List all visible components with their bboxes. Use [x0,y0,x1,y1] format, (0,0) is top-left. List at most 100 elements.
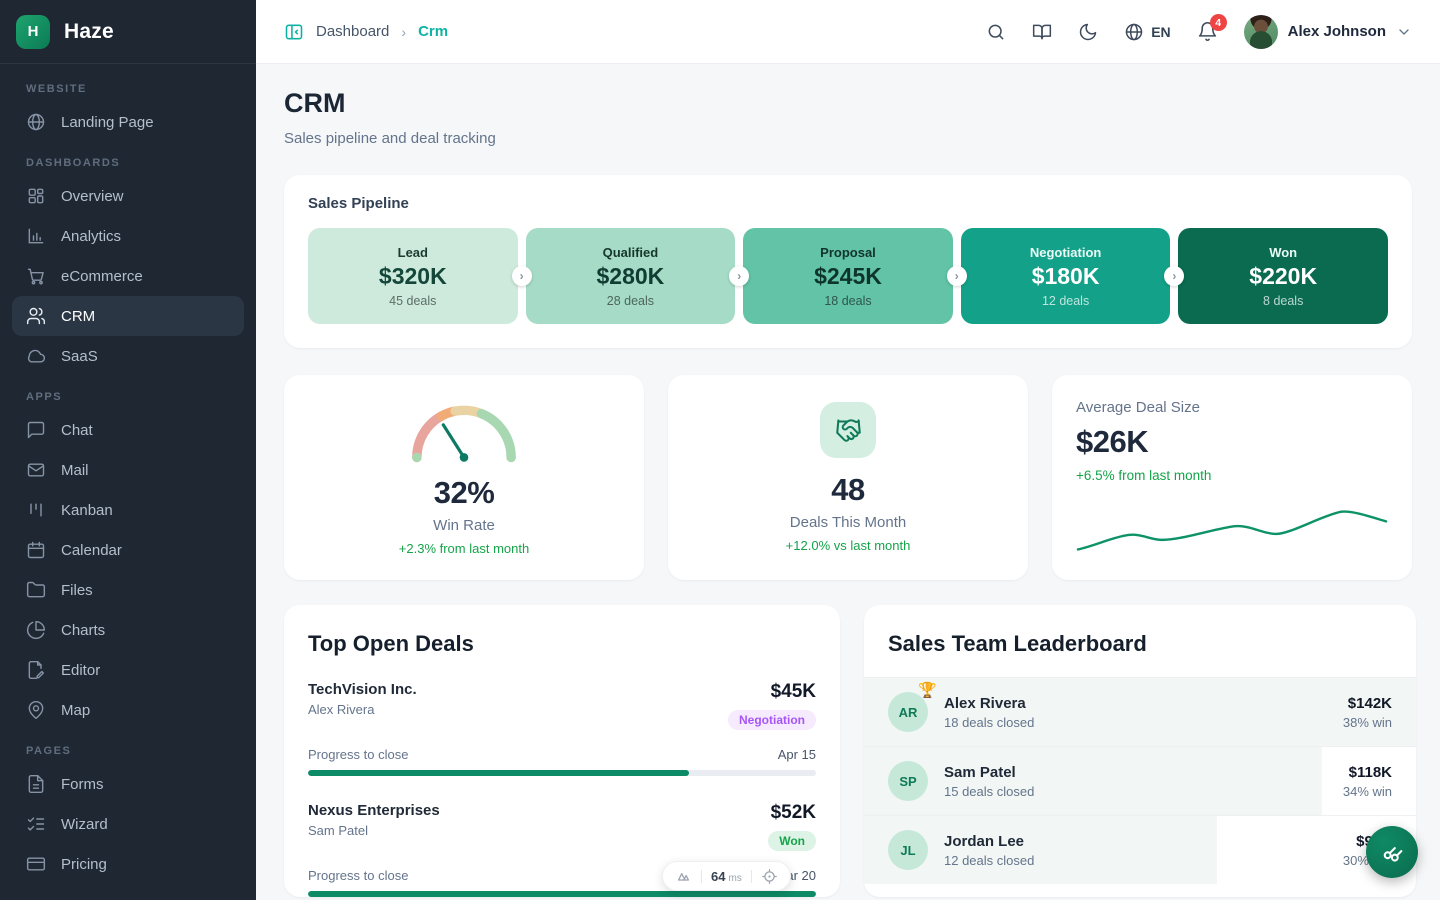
performance-monitor-pill[interactable]: 64 ms [662,861,791,891]
render-time-value: 64 ms [711,868,742,884]
sidebar-item-crm[interactable]: CRM [12,296,244,336]
breadcrumb-dashboard[interactable]: Dashboard [316,23,390,40]
sidebar-item-label: Calendar [61,541,122,559]
render-time-unit: ms [728,872,742,884]
stage-deals: 8 deals [1263,293,1304,308]
sidebar-item-calendar[interactable]: Calendar [12,530,244,570]
chevron-right-icon: › [946,266,967,286]
bar-chart-icon [28,228,44,244]
kanban-icon [30,503,42,517]
win-rate-delta: +2.3% from last month [398,541,530,556]
pipeline-stage-negotiation[interactable]: Negotiation $180K 12 deals › [960,228,1185,324]
sidebar-item-files[interactable]: Files [12,570,244,610]
globe-icon [1125,23,1143,40]
docs-book-icon[interactable] [1032,22,1052,42]
progress-label: Progress to close [308,868,409,883]
sidebar-item-ecommerce[interactable]: eCommerce [12,256,244,296]
pipeline-stage-won[interactable]: Won $220K 8 deals [1178,228,1388,324]
leaderboard-row[interactable]: AR 🏆 Alex Rivera 18 deals closed $142K 3… [864,677,1416,746]
sidebar-item-forms[interactable]: Forms [12,764,244,804]
pipeline-stage-lead[interactable]: Lead $320K 45 deals › [308,228,532,324]
deal-owner: Alex Rivera [308,702,375,717]
user-name: Alex Johnson [1287,23,1386,40]
chevron-right-icon: › [1164,266,1185,286]
notifications-bell-icon[interactable]: 4 [1197,14,1227,42]
sidebar-item-label: Forms [61,775,104,793]
locate-target-icon[interactable] [761,868,778,885]
sidebar-item-analytics[interactable]: Analytics [12,216,244,256]
sidebar: H Haze WEBSITE Landing Page DASHBOARDS O… [0,0,256,900]
search-icon[interactable] [986,22,1006,42]
stage-deals: 45 deals [389,293,437,308]
avatar: AR [888,692,928,732]
progress-bar-fill [308,770,689,776]
progress-label: Progress to close [308,747,409,762]
nav-section-apps: APPS [26,391,63,403]
breadcrumb-separator-icon: › [401,23,407,40]
sidebar-item-label: Kanban [61,501,113,519]
leaderboard-row[interactable]: SP Sam Patel 15 deals closed $118K 34% w… [864,746,1416,815]
top-open-deals-panel: Top Open Deals TechVision Inc. Alex Rive… [284,605,840,897]
sidebar-item-saas[interactable]: SaaS [12,336,244,376]
stage-label: Negotiation [1029,244,1102,260]
avg-deal-value: $26K [1076,424,1149,459]
stage-label: Qualified [602,244,659,260]
language-selector[interactable]: EN [1124,22,1171,42]
notification-badge: 4 [1209,14,1227,31]
main-area: Dashboard › Crm EN 4 Al [256,0,1440,900]
leaderboard-title: Sales Team Leaderboard [888,631,1147,656]
pipeline-stage-proposal[interactable]: Proposal $245K 18 deals › [743,228,967,324]
nav-section-dashboards: DASHBOARDS [26,157,121,169]
sidebar-item-charts[interactable]: Charts [12,610,244,650]
sidebar-item-label: Overview [61,187,124,205]
sidebar-item-label: Map [61,701,91,719]
shopping-cart-icon [27,268,44,285]
leaderboard-row[interactable]: JL Jordan Lee 12 deals closed $95K 30% w… [864,815,1416,884]
stats-row: 32% Win Rate +2.3% from last month 48 De… [284,375,1412,580]
devtools-keys-icon [1383,847,1403,862]
sidebar-item-mail[interactable]: Mail [12,450,244,490]
stage-value: $220K [1249,262,1318,289]
divider [750,869,752,883]
pipeline-stage-qualified[interactable]: Qualified $280K 28 deals › [525,228,750,324]
progress-bar [308,891,816,897]
deal-item[interactable]: Nexus Enterprises Sam Patel $52K Won Pro… [284,784,840,897]
deal-value: $45K [770,681,816,702]
sidebar-toggle-icon[interactable] [284,22,304,42]
devtools-fab-button[interactable] [1366,826,1418,878]
pipeline-stages: Lead $320K 45 deals › Qualified $280K 28… [308,228,1388,324]
user-menu[interactable]: Alex Johnson [1243,14,1412,49]
deals-month-label: Deals This Month [789,514,907,531]
sidebar-item-overview[interactable]: Overview [12,176,244,216]
stage-deals: 12 deals [1041,293,1090,308]
sidebar-item-editor[interactable]: Editor [12,650,244,690]
rep-deals-closed: 18 deals closed [944,714,1035,730]
nav-section-website: WEBSITE [26,83,87,95]
sidebar-item-chat[interactable]: Chat [12,410,244,450]
sidebar-item-map[interactable]: Map [12,690,244,730]
sidebar-item-landing-page[interactable]: Landing Page [12,102,244,142]
brand: H Haze [0,0,256,64]
nav-section-pages: PAGES [26,745,72,757]
sidebar-item-kanban[interactable]: Kanban [12,490,244,530]
topbar-actions: EN 4 Alex Johnson [986,14,1412,49]
sidebar-item-label: Chat [61,421,93,439]
stage-label: Proposal [820,244,876,260]
rep-win-rate: 34% win [1342,783,1392,799]
divider [701,869,702,883]
leaderboard-panel: Sales Team Leaderboard AR 🏆 Alex Rivera … [864,605,1416,897]
win-rate-needle [441,423,469,462]
deal-item[interactable]: TechVision Inc. Alex Rivera $45K Negotia… [284,663,840,776]
topbar: Dashboard › Crm EN 4 Al [256,0,1440,64]
rep-value: $118K [1348,763,1392,781]
rep-name: Sam Patel [944,763,1016,781]
dark-mode-moon-icon[interactable] [1078,22,1098,42]
sidebar-item-wizard[interactable]: Wizard [12,804,244,844]
cloud-icon [27,349,46,363]
deal-due-date: Apr 15 [777,747,816,762]
leaderboard-rows: AR 🏆 Alex Rivera 18 deals closed $142K 3… [864,677,1416,884]
page-subtitle: Sales pipeline and deal tracking [284,130,496,147]
folder-icon [26,581,46,598]
sidebar-item-pricing[interactable]: Pricing [12,844,244,884]
average-deal-size-card: Average Deal Size $26K +6.5% from last m… [1052,375,1412,580]
